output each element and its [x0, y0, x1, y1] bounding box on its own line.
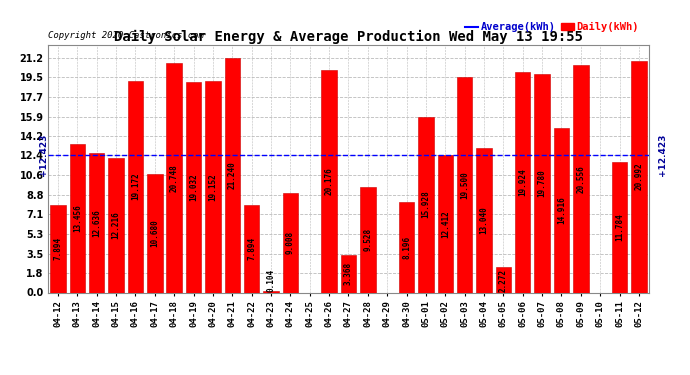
Bar: [360, 187, 375, 292]
Text: 8.196: 8.196: [402, 236, 411, 259]
Text: 10.680: 10.680: [150, 220, 159, 248]
Bar: [70, 144, 85, 292]
Text: 15.928: 15.928: [422, 190, 431, 218]
Text: +12.423: +12.423: [39, 134, 48, 176]
Text: 20.556: 20.556: [576, 165, 585, 193]
Bar: [631, 60, 647, 292]
Bar: [457, 77, 473, 292]
Text: +12.423: +12.423: [658, 134, 667, 176]
Text: 19.152: 19.152: [208, 173, 217, 201]
Text: 7.894: 7.894: [54, 237, 63, 261]
Bar: [244, 205, 259, 292]
Text: 11.784: 11.784: [615, 213, 624, 241]
Text: Copyright 2020 Castronics.com: Copyright 2020 Castronics.com: [48, 31, 204, 40]
Bar: [89, 153, 104, 292]
Bar: [128, 81, 144, 292]
Text: 19.032: 19.032: [189, 174, 198, 201]
Bar: [534, 74, 550, 292]
Text: 19.780: 19.780: [538, 170, 546, 197]
Bar: [495, 267, 511, 292]
Bar: [399, 202, 414, 292]
Text: 20.176: 20.176: [324, 167, 333, 195]
Text: 9.528: 9.528: [364, 228, 373, 251]
Bar: [437, 155, 453, 292]
Bar: [186, 82, 201, 292]
Bar: [573, 65, 589, 292]
Bar: [205, 81, 221, 292]
Text: 2.272: 2.272: [499, 268, 508, 291]
Text: 7.894: 7.894: [247, 237, 256, 261]
Bar: [476, 148, 492, 292]
Text: 9.008: 9.008: [286, 231, 295, 254]
Text: 19.172: 19.172: [131, 173, 140, 201]
Bar: [322, 70, 337, 292]
Title: Daily Solar Energy & Average Production Wed May 13 19:55: Daily Solar Energy & Average Production …: [114, 30, 583, 44]
Bar: [515, 72, 531, 292]
Bar: [224, 58, 240, 292]
Text: 21.240: 21.240: [228, 161, 237, 189]
Bar: [50, 205, 66, 292]
Text: 0.104: 0.104: [266, 269, 275, 292]
Bar: [108, 158, 124, 292]
Text: 20.992: 20.992: [634, 163, 643, 190]
Bar: [553, 128, 569, 292]
Text: 3.368: 3.368: [344, 262, 353, 285]
Text: 12.216: 12.216: [112, 211, 121, 239]
Bar: [147, 174, 163, 292]
Bar: [341, 255, 356, 292]
Bar: [418, 117, 433, 292]
Bar: [612, 162, 627, 292]
Text: 13.456: 13.456: [73, 204, 82, 232]
Text: 12.412: 12.412: [441, 210, 450, 238]
Text: 12.636: 12.636: [92, 209, 101, 237]
Text: 14.916: 14.916: [557, 196, 566, 224]
Text: 20.748: 20.748: [170, 164, 179, 192]
Bar: [264, 291, 279, 292]
Text: 13.040: 13.040: [480, 207, 489, 234]
Bar: [283, 193, 298, 292]
Text: 19.500: 19.500: [460, 171, 469, 199]
Text: 19.924: 19.924: [518, 168, 527, 196]
Bar: [166, 63, 182, 292]
Legend: Average(kWh), Daily(kWh): Average(kWh), Daily(kWh): [461, 18, 643, 36]
